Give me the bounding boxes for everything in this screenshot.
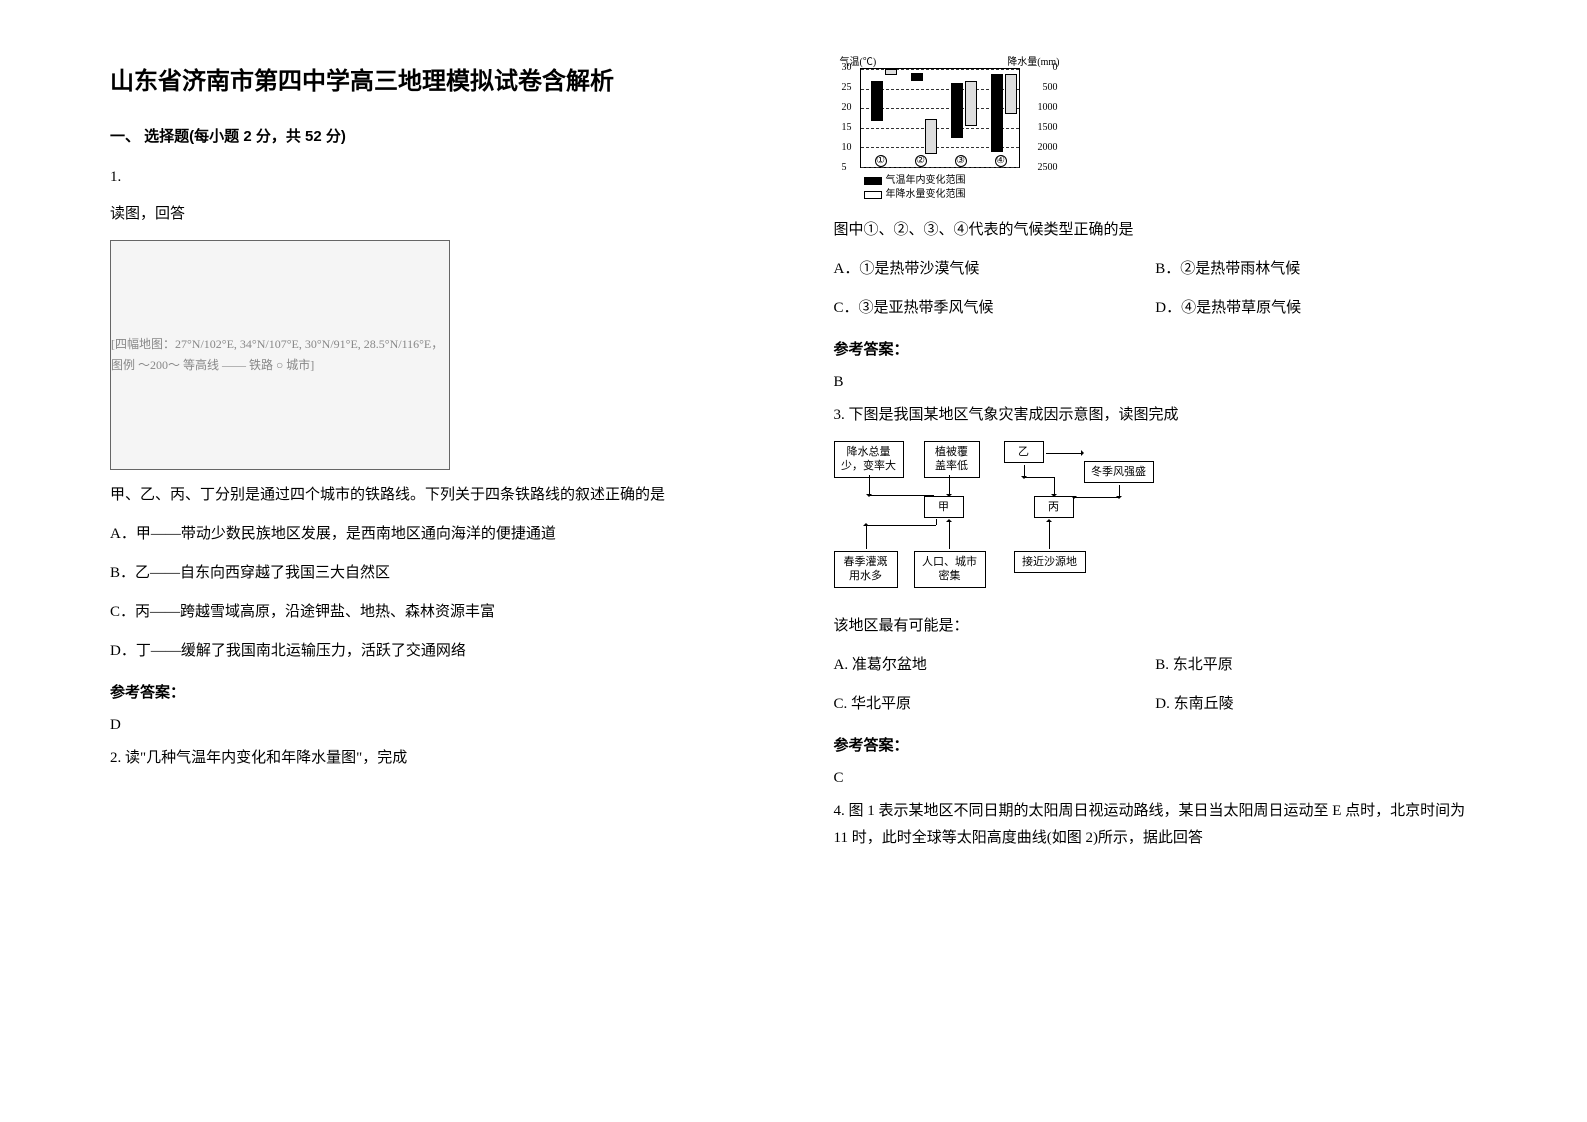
flow-arrow [1024,465,1025,477]
q2-option-b: B．②是热带雨林气候 [1155,256,1477,283]
group-label: ③ [955,155,967,167]
group-label: ① [875,155,887,167]
flow-box-b7: 春季灌溉 用水多 [834,551,898,588]
group-label: ② [915,155,927,167]
left-column: 山东省济南市第四中学高三地理模拟试卷含解析 一、 选择题(每小题 2 分，共 5… [90,60,794,1062]
q3-option-b: B. 东北平原 [1155,652,1477,679]
page-title: 山东省济南市第四中学高三地理模拟试卷含解析 [110,60,754,103]
q2-option-a: A．①是热带沙漠气候 [834,256,1156,283]
q1-intro: 读图，回答 [110,201,754,228]
legend-2: 年降水量变化范围 [864,186,966,204]
chart-plot-area: ① ② ③ ④ [860,68,1020,168]
q3-answer: C [834,765,1478,792]
flow-box-b4: 冬季风强盛 [1084,461,1154,483]
q1-option-a: A．甲——带动少数民族地区发展，是西南地区通向海洋的便捷通道 [110,521,754,548]
rain-bar [965,81,977,126]
q1-figure-alt: [四幅地图：27°N/102°E, 34°N/107°E, 30°N/91°E,… [111,334,449,377]
q2-climate-chart: 气温(℃) 降水量(mm) ①②③④ 气温年内变化范围 年降水量变化范围 302… [834,60,1054,205]
question-1: 1. 读图，回答 [四幅地图：27°N/102°E, 34°N/107°E, 3… [110,164,754,739]
ytick-left: 10 [842,139,852,157]
temp-bar [991,74,1003,152]
ytick-left: 20 [842,99,852,117]
flow-arrow [949,521,950,549]
temp-bar [871,81,883,121]
legend-label-2: 年降水量变化范围 [886,186,966,204]
flow-box-b2: 植被覆 盖率低 [924,441,980,478]
q1-figure: [四幅地图：27°N/102°E, 34°N/107°E, 30°N/91°E,… [110,240,450,470]
q1-answer-heading: 参考答案： [110,679,754,706]
legend-swatch-rain [864,191,882,199]
q1-stem: 甲、乙、丙、丁分别是通过四个城市的铁路线。下列关于四条铁路线的叙述正确的是 [110,482,754,509]
q2-answer-heading: 参考答案： [834,336,1478,363]
q3-numtext: 3. 下图是我国某地区气象灾害成因示意图，读图完成 [834,402,1478,429]
flow-arrow [936,519,937,525]
flow-arrow [1054,477,1055,495]
q1-number: 1. [110,164,754,191]
flow-arrow [1074,497,1119,498]
flow-arrow [1049,521,1050,549]
temp-bar [911,73,923,81]
q4-text: 4. 图 1 表示某地区不同日期的太阳周日视运动路线，某日当太阳周日运动至 E … [834,798,1478,852]
q3-stem: 该地区最有可能是： [834,613,1478,640]
ytick-left: 30 [842,59,852,77]
q1-options: A．甲——带动少数民族地区发展，是西南地区通向海洋的便捷通道 B．乙——自东向西… [110,521,754,665]
ytick-right: 500 [1043,79,1058,97]
ytick-right: 2500 [1038,159,1058,177]
rain-bar [1005,74,1017,114]
flow-arrow [1119,485,1120,497]
ytick-left: 25 [842,79,852,97]
flow-box-b8: 人口、城市 密集 [914,551,986,588]
group-label: ④ [995,155,1007,167]
q3-options: A. 准葛尔盆地 B. 东北平原 C. 华北平原 D. 东南丘陵 [834,652,1478,718]
q2-stem: 图中①、②、③、④代表的气候类型正确的是 [834,217,1478,244]
q2-option-d: D．④是热带草原气候 [1155,295,1477,322]
flow-box-b3: 乙 [1004,441,1044,463]
q1-option-d: D．丁——缓解了我国南北运输压力，活跃了交通网络 [110,638,754,665]
q2-answer: B [834,369,1478,396]
flow-arrow [949,475,950,495]
flow-box-b1: 降水总量 少，变率大 [834,441,904,478]
section-heading: 一、 选择题(每小题 2 分，共 52 分) [110,123,754,150]
flow-arrow [866,525,936,526]
ytick-right: 1500 [1038,119,1058,137]
q1-option-c: C．丙——跨越雪域高原，沿途钾盐、地热、森林资源丰富 [110,599,754,626]
q3-option-c: C. 华北平原 [834,691,1156,718]
ytick-right: 2000 [1038,139,1058,157]
flow-box-b5: 甲 [924,496,964,518]
q1-answer: D [110,712,754,739]
flow-arrow [869,495,934,496]
rain-bar [925,119,937,154]
temp-bar [951,83,963,138]
right-column: 气温(℃) 降水量(mm) ①②③④ 气温年内变化范围 年降水量变化范围 302… [794,60,1498,1062]
flow-box-b9: 接近沙源地 [1014,551,1086,573]
flow-arrow [869,475,870,495]
legend-swatch-temp [864,177,882,185]
flow-arrow [1046,453,1082,454]
gridline [861,167,1019,168]
q3-option-a: A. 准葛尔盆地 [834,652,1156,679]
rain-bar [885,69,897,75]
ytick-right: 0 [1053,59,1058,77]
ytick-left: 15 [842,119,852,137]
q1-option-b: B．乙——自东向西穿越了我国三大自然区 [110,560,754,587]
q2-numtext: 2. 读"几种气温年内变化和年降水量图"，完成 [110,745,754,772]
ytick-right: 1000 [1038,99,1058,117]
q3-option-d: D. 东南丘陵 [1155,691,1477,718]
ytick-left: 5 [842,159,847,177]
flow-arrow [1024,477,1054,478]
q2-options: A．①是热带沙漠气候 B．②是热带雨林气候 C．③是亚热带季风气候 D．④是热带… [834,256,1478,322]
q3-flowchart: 降水总量 少，变率大植被覆 盖率低乙冬季风强盛甲丙春季灌溉 用水多人口、城市 密… [834,441,1194,601]
q3-answer-heading: 参考答案： [834,732,1478,759]
q2-option-c: C．③是亚热带季风气候 [834,295,1156,322]
flow-arrow [866,525,867,549]
